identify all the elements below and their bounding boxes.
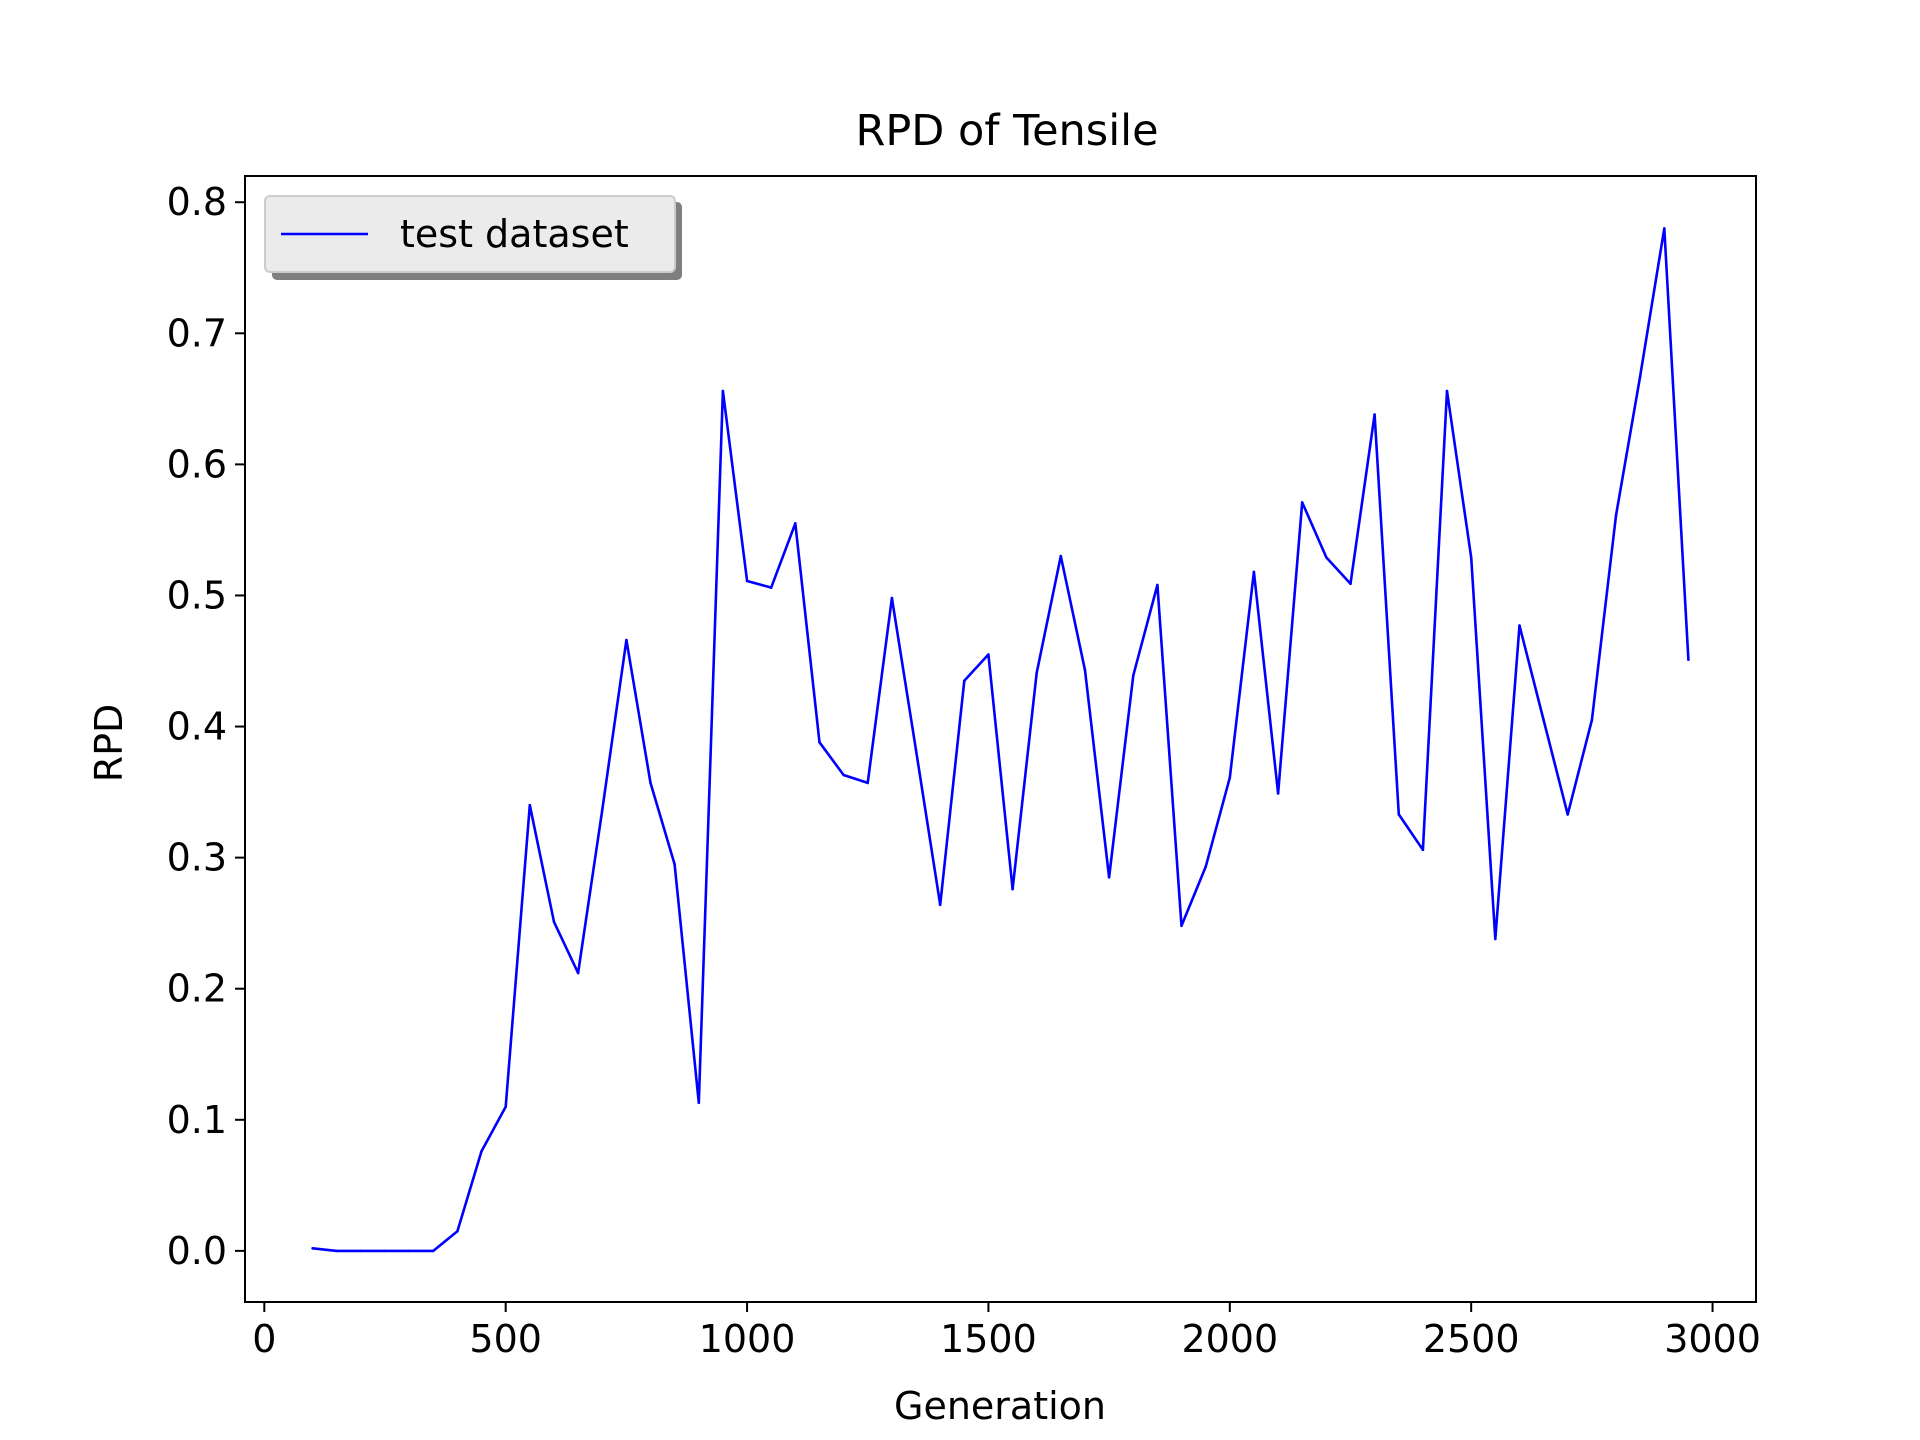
data-point	[625, 638, 628, 642]
data-point	[1156, 583, 1159, 587]
data-point	[576, 971, 580, 975]
data-point	[1566, 813, 1569, 816]
data-point	[1638, 375, 1642, 378]
plot-area	[311, 227, 1690, 1253]
y-tick-label: 0.0	[167, 1229, 227, 1273]
data-point	[914, 748, 918, 752]
data-point	[1300, 501, 1304, 504]
data-point	[407, 1249, 411, 1253]
data-point	[359, 1249, 363, 1253]
y-tick-label: 0.8	[167, 180, 227, 224]
data-point	[1059, 554, 1063, 558]
data-point	[1518, 624, 1521, 627]
data-point	[745, 579, 749, 583]
data-point	[1180, 924, 1183, 928]
axis-ticks: 0 500 1000 1500 2000 2500 3000 0.0 0.1 0.2 0.3 0.4 0…	[167, 180, 1761, 1361]
data-point	[1132, 674, 1135, 677]
data-point	[673, 862, 676, 866]
data-point	[938, 903, 942, 907]
legend-label: test dataset	[400, 212, 629, 256]
data-point	[1035, 671, 1038, 675]
series-line-test-dataset	[312, 227, 1690, 1253]
data-point	[697, 1101, 701, 1105]
data-point	[504, 1105, 508, 1108]
data-point	[649, 781, 652, 785]
data-point	[1445, 389, 1449, 393]
plot-frame	[244, 175, 1757, 1303]
data-point	[987, 653, 990, 656]
x-tick-label: 1000	[699, 1317, 796, 1361]
y-tick-label: 0.1	[167, 1098, 227, 1142]
data-point	[890, 596, 894, 600]
data-point	[1011, 887, 1014, 891]
data-point	[1542, 718, 1545, 722]
legend-box	[264, 195, 676, 273]
x-tick-label: 1500	[940, 1317, 1037, 1361]
data-point	[600, 809, 604, 812]
data-point	[335, 1249, 339, 1253]
chart-title: RPD of Tensile	[855, 106, 1158, 156]
data-point	[1325, 556, 1328, 559]
x-tick-label: 3000	[1664, 1317, 1761, 1361]
legend: test dataset	[264, 195, 682, 280]
data-point	[721, 389, 725, 393]
data-point	[769, 586, 773, 589]
data-point	[432, 1249, 435, 1253]
data-point	[1107, 876, 1111, 879]
x-tick-label: 0	[252, 1317, 276, 1361]
data-point	[1614, 514, 1618, 517]
data-point	[1349, 582, 1352, 585]
data-point	[311, 1247, 314, 1250]
y-tick-label: 0.4	[167, 705, 227, 749]
data-point	[842, 773, 845, 777]
data-point	[1373, 413, 1376, 416]
y-tick-label: 0.2	[167, 967, 227, 1011]
data-point	[963, 679, 966, 682]
data-point	[1083, 668, 1087, 672]
y-tick-label: 0.3	[167, 836, 227, 880]
y-tick-label: 0.7	[167, 311, 227, 355]
data-point	[1687, 658, 1690, 661]
data-point	[1276, 792, 1280, 795]
x-tick-label: 2500	[1423, 1317, 1520, 1361]
x-axis-label: Generation	[894, 1384, 1106, 1428]
y-tick-label: 0.6	[167, 442, 227, 486]
data-point	[794, 522, 797, 525]
y-axis-label: RPD	[87, 704, 131, 783]
data-point	[1204, 865, 1207, 869]
y-tick-label: 0.5	[167, 573, 227, 617]
data-point	[1228, 776, 1232, 779]
data-point	[528, 803, 532, 807]
data-point	[1590, 718, 1594, 722]
data-point	[480, 1150, 483, 1153]
data-point	[383, 1249, 387, 1253]
x-tick-label: 2000	[1181, 1317, 1278, 1361]
data-point	[866, 781, 869, 785]
data-point	[456, 1229, 459, 1233]
data-point	[1469, 556, 1473, 559]
data-point	[1252, 570, 1256, 574]
data-point	[1397, 813, 1401, 816]
data-point	[1421, 848, 1425, 852]
data-point	[1494, 937, 1497, 941]
x-tick-label: 500	[469, 1317, 542, 1361]
data-point	[552, 920, 556, 924]
data-point	[818, 741, 821, 744]
data-point	[1663, 227, 1666, 230]
